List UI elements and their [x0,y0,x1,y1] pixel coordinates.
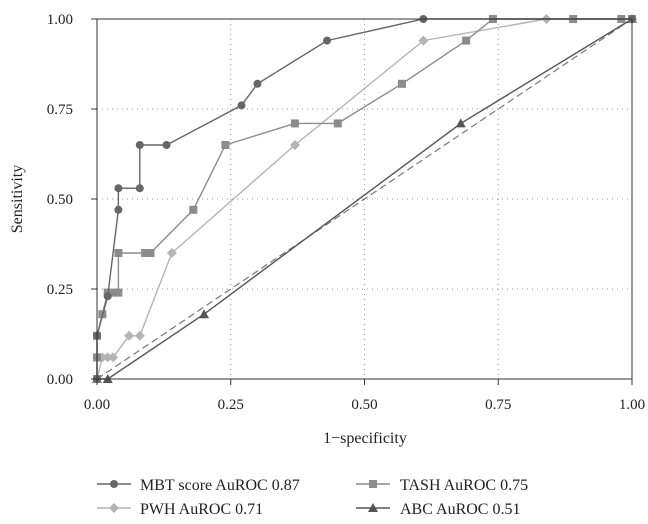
data-point [135,141,144,149]
data-point [290,119,299,128]
circle-marker-icon [110,480,118,488]
data-point [253,79,262,88]
data-point [124,330,135,341]
data-point [323,36,332,45]
legend-label: PWH AuROC 0.71 [140,501,263,518]
data-point [109,288,118,297]
data-point [418,35,429,46]
legend-item-mbt: MBT score AuROC 0.87 [97,477,300,494]
x-tick-label: 0.00 [84,397,110,413]
data-point [103,292,112,301]
legend-item-tash: TASH AuROC 0.75 [356,477,528,494]
reference-diagonal [96,18,633,380]
data-point [333,119,342,128]
data-point [237,101,246,110]
data-point [397,79,406,88]
data-point [221,141,230,149]
data-point [189,205,198,214]
data-point [114,288,123,297]
data-point [462,36,471,45]
data-point [162,141,171,149]
y-tick-label: 0.00 [47,372,73,388]
data-point [114,205,123,214]
x-axis-label: 1−specificity [323,430,407,447]
data-point [108,352,119,363]
x-tick-label: 0.25 [218,397,244,413]
y-tick-label: 0.75 [47,102,73,118]
diamond-marker-icon [109,503,119,513]
axis-ticks: 0.00 0.25 0.50 0.75 1.00 0.00 0.25 0.50 0.75 1.00 [47,12,645,413]
data-point [289,140,300,150]
legend-label: TASH AuROC 0.75 [400,477,528,494]
y-tick-label: 0.50 [47,192,73,208]
x-tick-label: 1.00 [619,397,645,413]
y-tick-label: 1.00 [47,12,73,28]
data-point [146,249,155,257]
data-point [455,118,466,128]
data-point [134,330,145,341]
square-marker-icon [369,480,377,488]
data-point [135,184,144,193]
series-circle [93,15,636,383]
legend-label: ABC AuROC 0.51 [400,501,520,518]
x-tick-label: 0.75 [485,397,511,413]
legend-item-abc: ABC AuROC 0.51 [356,501,520,518]
legend: MBT score AuROC 0.87 TASH AuROC 0.75 PWH… [97,477,528,518]
y-axis-label: Sensitivity [9,165,26,233]
data-point [102,352,113,363]
y-tick-label: 0.25 [47,282,73,298]
data-point [141,249,150,257]
data-point [114,249,123,257]
data-point [199,309,209,319]
legend-label: MBT score AuROC 0.87 [140,477,300,494]
data-point [114,184,123,193]
x-tick-label: 0.50 [351,397,377,413]
data-point [166,248,177,258]
legend-item-pwh: PWH AuROC 0.71 [97,501,263,518]
triangle-marker-icon [368,503,378,512]
